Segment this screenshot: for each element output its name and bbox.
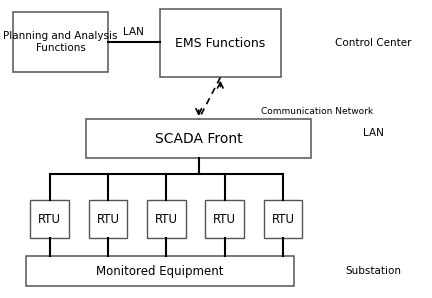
Text: Control Center: Control Center [335,38,412,48]
Text: RTU: RTU [38,212,61,226]
Bar [160,9,281,77]
Text: RTU: RTU [155,212,178,226]
Bar [89,200,127,238]
Bar [30,200,69,238]
Text: EMS Functions: EMS Functions [175,37,265,50]
Text: RTU: RTU [271,212,295,226]
Text: LAN: LAN [124,27,144,37]
Bar [205,200,244,238]
Text: Planning and Analysis
Functions: Planning and Analysis Functions [3,31,118,52]
Bar [26,256,294,286]
Bar [13,12,108,72]
Text: Monitored Equipment: Monitored Equipment [96,265,224,278]
Text: Communication Network: Communication Network [261,107,374,116]
Text: Substation: Substation [346,266,402,276]
Text: LAN: LAN [363,128,384,138]
Text: RTU: RTU [96,212,120,226]
Text: RTU: RTU [213,212,236,226]
Bar [264,200,302,238]
Text: SCADA Front: SCADA Front [155,132,242,145]
Bar [86,119,311,158]
Bar [147,200,186,238]
